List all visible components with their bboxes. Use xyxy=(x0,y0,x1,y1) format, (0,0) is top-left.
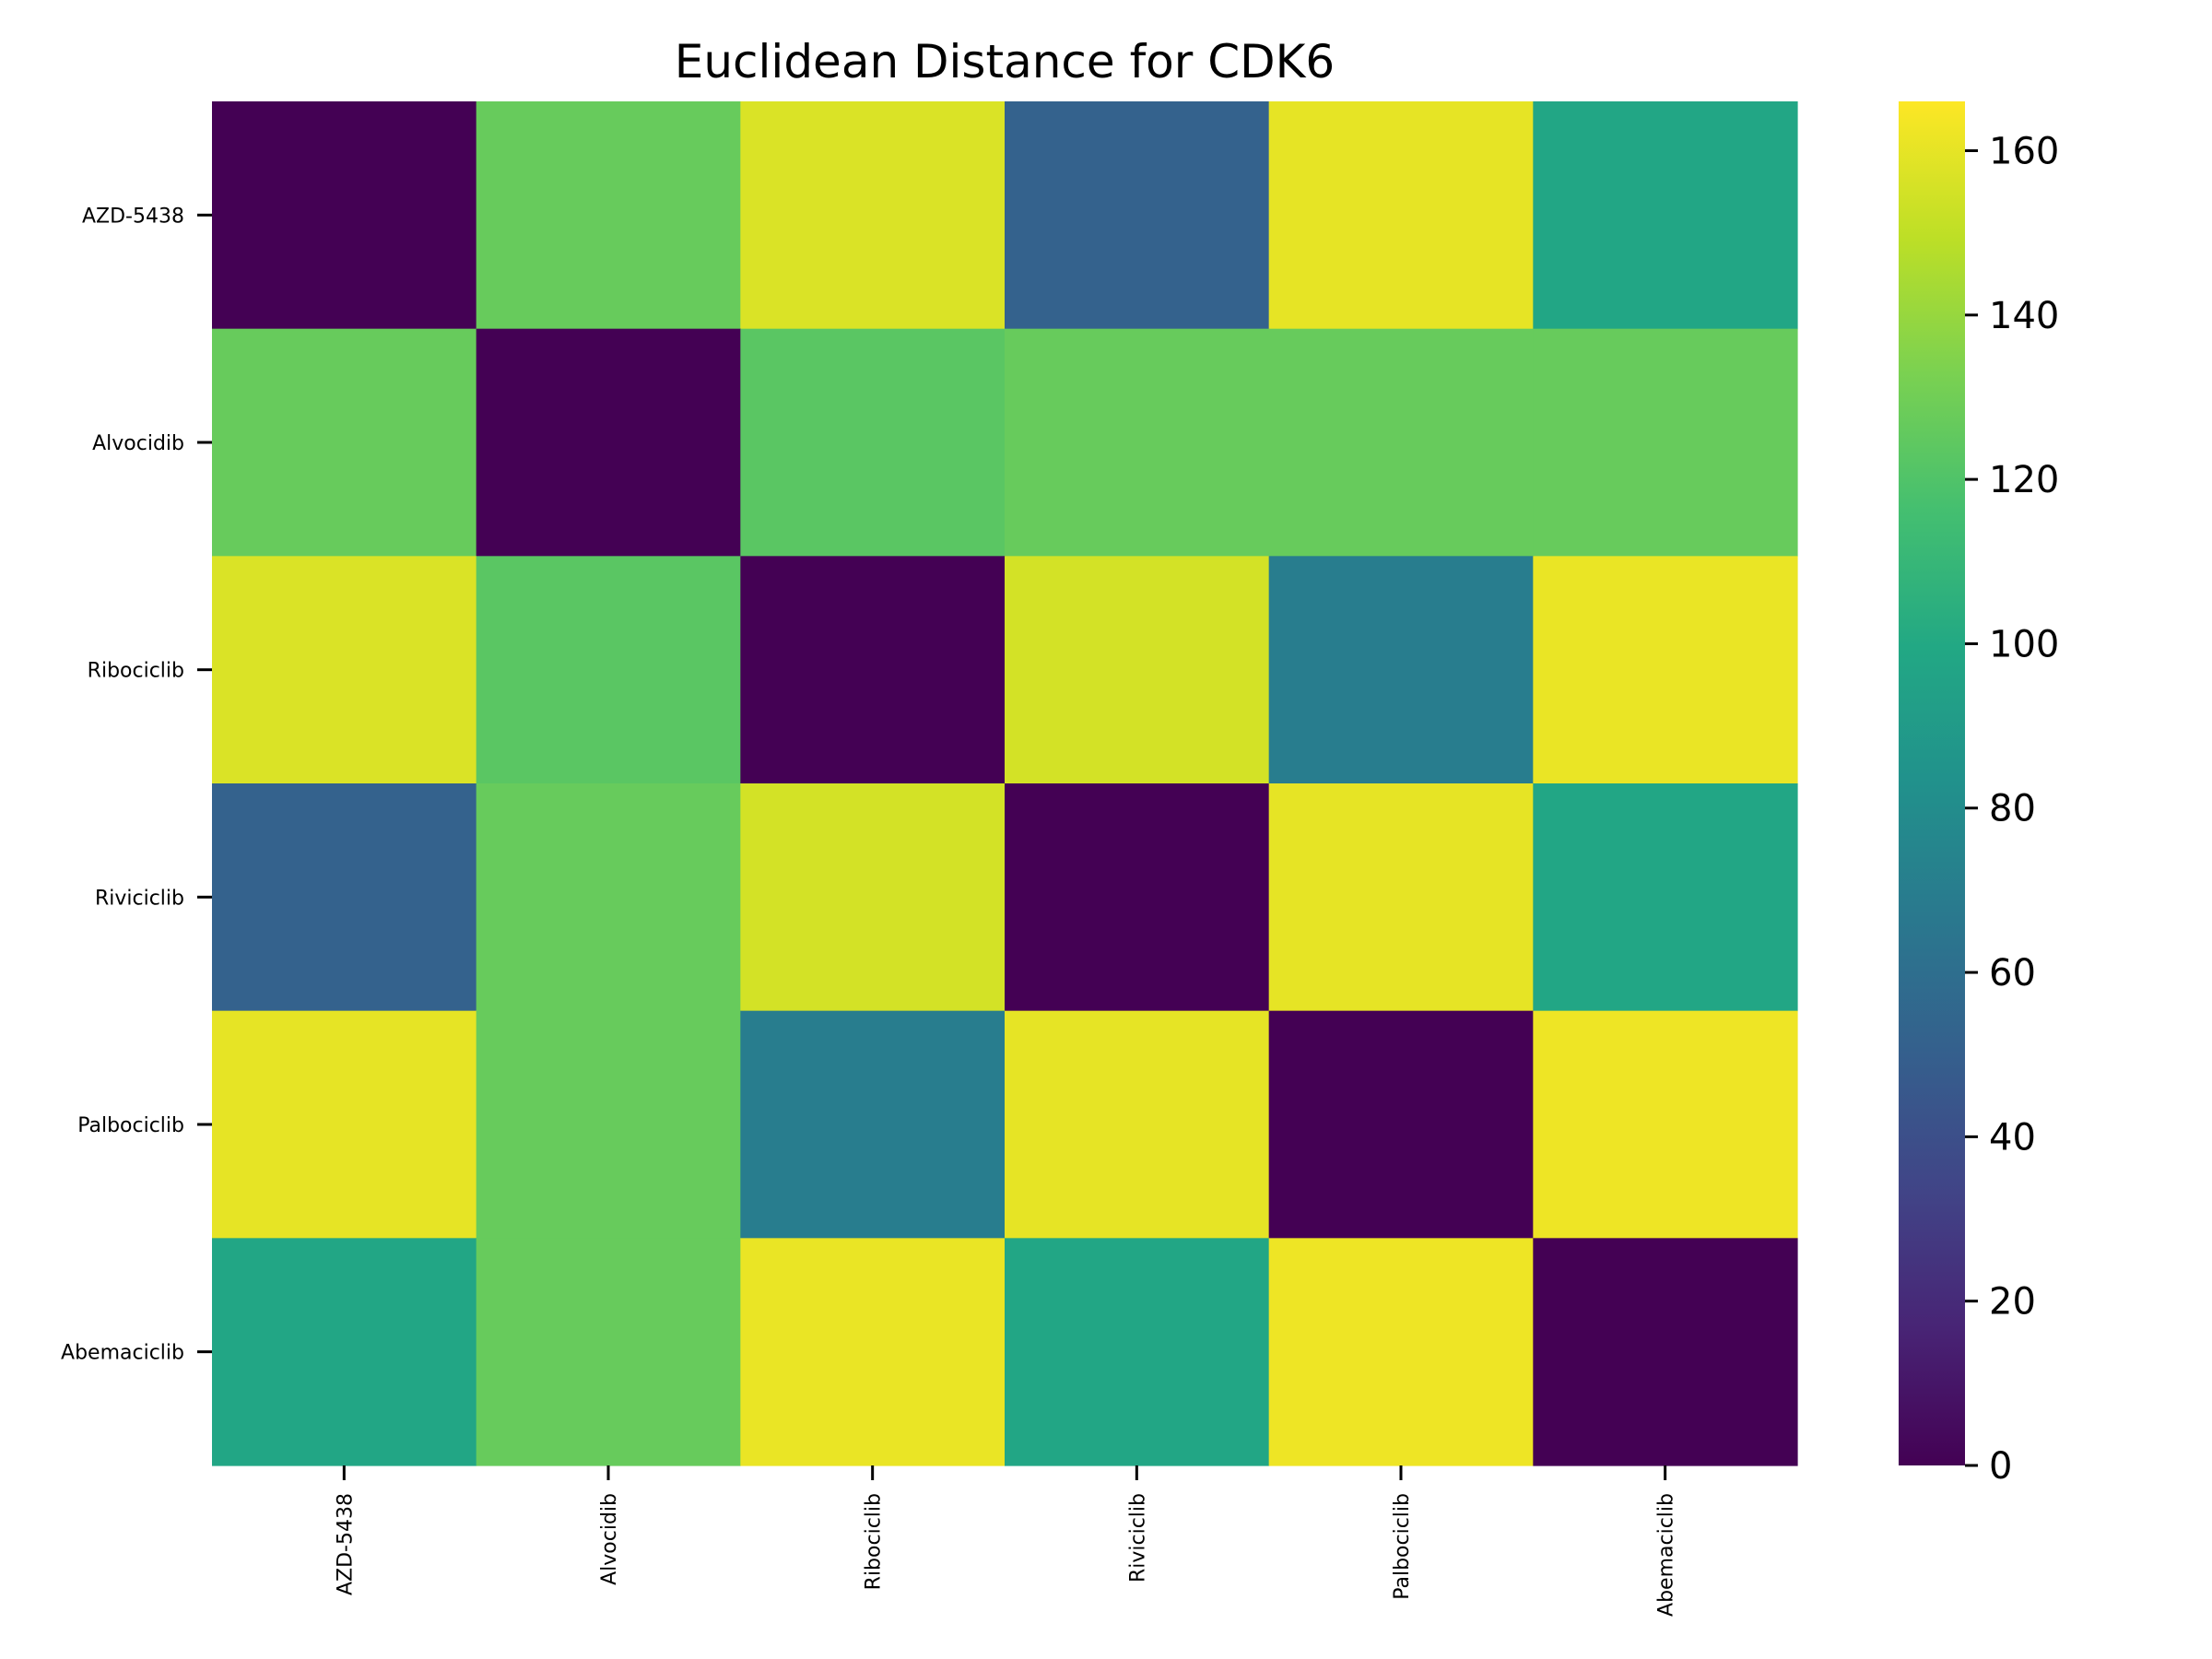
colorbar-gradient xyxy=(1899,101,1965,1465)
heatmap-cell xyxy=(212,101,477,330)
colorbar-tick-label: 160 xyxy=(1989,130,2059,172)
colorbar-tick-label: 140 xyxy=(1989,295,2059,337)
x-tick-label: Ribociclib xyxy=(863,1493,886,1590)
heatmap-cell xyxy=(476,1238,741,1466)
heatmap-cell xyxy=(1268,783,1534,1012)
heatmap-cell xyxy=(740,783,1006,1012)
heatmap-cell xyxy=(1533,1010,1798,1239)
heatmap-cell xyxy=(476,1010,741,1239)
heatmap-cell xyxy=(212,556,477,784)
colorbar-tick-label: 60 xyxy=(1989,952,2036,994)
heatmap-cell xyxy=(1533,556,1798,784)
heatmap-cell xyxy=(1005,556,1270,784)
heatmap-cell xyxy=(476,101,741,330)
heatmap-cell xyxy=(212,783,477,1012)
heatmap-cell xyxy=(1005,101,1270,330)
y-tick-label: Abemaciclib xyxy=(61,1342,184,1365)
heatmap-cell xyxy=(1268,1238,1534,1466)
colorbar-tick-label: 20 xyxy=(1989,1281,2036,1324)
x-tick-label: Abemaciclib xyxy=(1655,1493,1678,1617)
heatmap-cell xyxy=(1533,328,1798,557)
heatmap-cell xyxy=(212,1010,477,1239)
heatmap-cell xyxy=(740,556,1006,784)
heatmap-cell xyxy=(1268,328,1534,557)
heatmap-cells xyxy=(212,101,1798,1466)
heatmap-cell xyxy=(1533,783,1798,1012)
colorbar-tick-label: 120 xyxy=(1989,459,2059,501)
heatmap-cell xyxy=(1005,1010,1270,1239)
heatmap-cell xyxy=(1268,1010,1534,1239)
heatmap-cell xyxy=(740,328,1006,557)
x-tick-label: Palbociclib xyxy=(1391,1493,1414,1600)
heatmap-cell xyxy=(740,1010,1006,1239)
heatmap-cell xyxy=(476,783,741,1012)
heatmap-cell xyxy=(212,328,477,557)
y-axis: AZD-5438 Alvocidib Ribociclib Riviciclib Pal… xyxy=(61,205,212,1365)
heatmap-cell xyxy=(212,1238,477,1466)
y-tick-label: Alvocidib xyxy=(92,432,184,455)
heatmap-cell xyxy=(1268,556,1534,784)
heatmap-cell xyxy=(1533,1238,1798,1466)
heatmap-cell xyxy=(740,101,1006,330)
x-tick-label: AZD-5438 xyxy=(334,1493,357,1595)
heatmap-cell xyxy=(1005,1238,1270,1466)
y-tick-label: Riviciclib xyxy=(95,887,184,910)
colorbar-tick-label: 80 xyxy=(1989,788,2036,830)
heatmap-cell xyxy=(1268,101,1534,330)
y-tick-label: AZD-5438 xyxy=(82,205,184,228)
colorbar-tick-label: 100 xyxy=(1989,623,2059,665)
heatmap-cell xyxy=(740,1238,1006,1466)
heatmap-cell xyxy=(1005,328,1270,557)
y-tick-label: Ribociclib xyxy=(88,660,184,683)
heatmap-cell xyxy=(1533,101,1798,330)
x-tick-label: Riviciclib xyxy=(1126,1493,1149,1583)
y-tick-label: Palbociclib xyxy=(77,1114,184,1137)
x-axis: AZD-5438 Alvocidib Ribociclib Riviciclib Pal… xyxy=(334,1465,1678,1617)
heatmap-cell xyxy=(1005,783,1270,1012)
heatmap-cell xyxy=(476,328,741,557)
colorbar-ticks: 0 20 40 60 80 100 120 140 160 xyxy=(1965,130,2059,1488)
colorbar-tick-label: 40 xyxy=(1989,1116,2036,1159)
heatmap-cell xyxy=(476,556,741,784)
colorbar-tick-label: 0 xyxy=(1989,1445,2012,1488)
chart-title: Euclidean Distance for CDK6 xyxy=(675,35,1335,88)
x-tick-label: Alvocidib xyxy=(598,1493,621,1585)
colorbar: 0 20 40 60 80 100 120 140 160 xyxy=(1899,101,2059,1488)
